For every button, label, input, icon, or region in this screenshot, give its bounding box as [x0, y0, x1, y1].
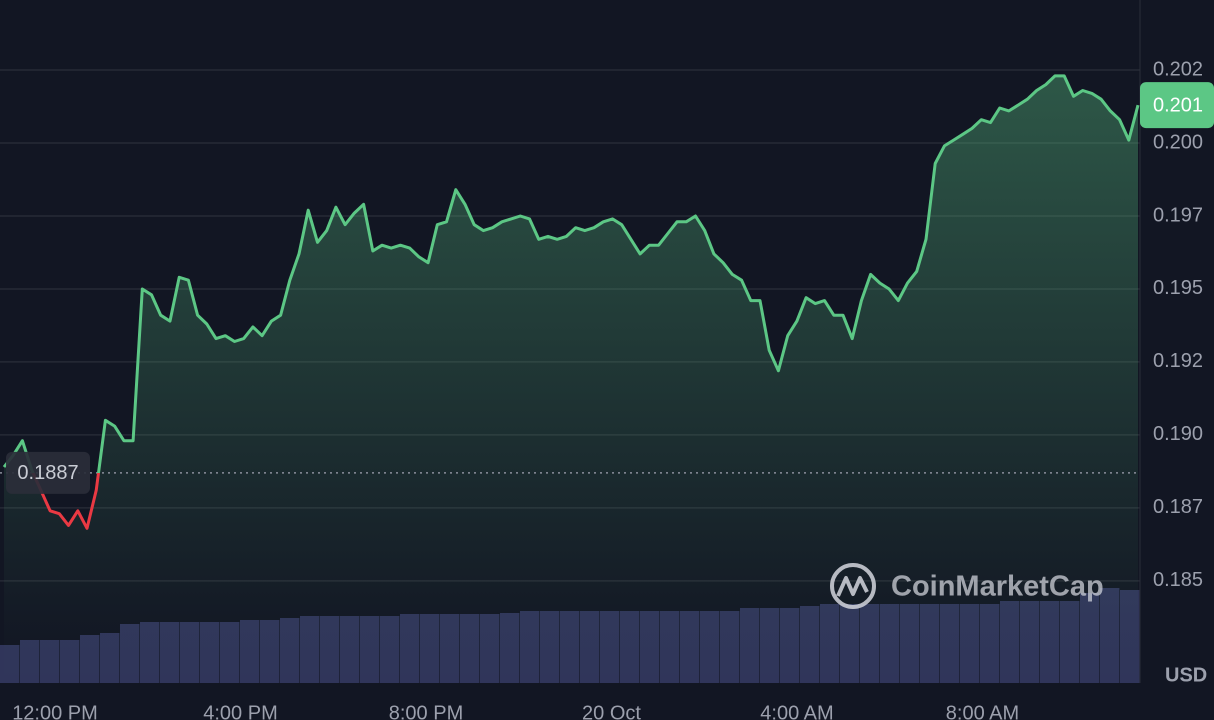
watermark: CoinMarketCap	[830, 563, 1104, 609]
y-axis: 0.185 0.187 0.190 0.192 0.195 0.197 0.200 0.202	[1153, 58, 1203, 591]
x-tick-label: 12:00 PM	[12, 702, 98, 720]
x-tick-label: 4:00 PM	[203, 702, 277, 720]
currency-label: USD	[1165, 664, 1207, 686]
watermark-logo-wave	[836, 576, 869, 597]
x-axis: 12:00 PM 4:00 PM 8:00 PM 20 Oct 4:00 AM 8:00 …	[12, 702, 1019, 720]
y-tick-label: 0.187	[1153, 496, 1203, 518]
x-tick-label: 8:00 AM	[946, 702, 1019, 720]
y-tick-label: 0.202	[1153, 58, 1203, 80]
y-tick-label: 0.197	[1153, 204, 1203, 226]
open-price-badge	[6, 451, 90, 494]
current-price-badge	[1140, 82, 1214, 129]
current-price-label: 0.201	[1153, 94, 1203, 116]
x-tick-label: 8:00 PM	[389, 702, 463, 720]
price-badges: 0.1887 0.201	[6, 82, 1214, 494]
watermark-text: CoinMarketCap	[891, 571, 1104, 603]
y-tick-label: 0.192	[1153, 350, 1203, 372]
y-tick-label: 0.200	[1153, 131, 1203, 153]
price-line	[2, 74, 1140, 530]
price-area	[4, 75, 1138, 683]
watermark-logo	[830, 563, 876, 609]
series	[0, 74, 1140, 683]
x-tick-label: 4:00 AM	[760, 702, 833, 720]
y-tick-label: 0.185	[1153, 569, 1203, 591]
open-price-label: 0.1887	[17, 462, 78, 484]
x-tick-label: 20 Oct	[582, 702, 641, 720]
y-tick-label: 0.195	[1153, 277, 1203, 299]
y-tick-label: 0.190	[1153, 423, 1203, 445]
